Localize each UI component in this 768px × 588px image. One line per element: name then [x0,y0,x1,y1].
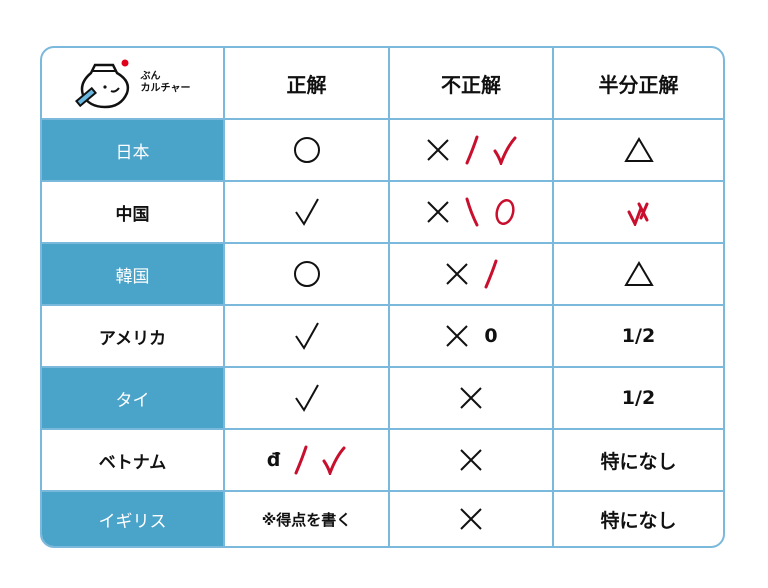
red-slash-icon [294,445,308,475]
half-cell: 特になし [554,430,723,492]
half-cell [554,244,723,306]
logo-line2: カルチャー [140,83,191,94]
grading-marks-table: ぶん カルチャー 正解 不正解 半分正解 日本 中国 韓国 アメリカ 0 1/2 タイ 1/2… [40,46,725,548]
cell-text: 特になし [600,450,677,473]
correct-cell [225,306,390,368]
country-cell: 日本 [42,120,225,182]
incorrect-cell [390,368,554,430]
correct-cell [225,120,390,182]
country-cell: タイ [42,368,225,430]
incorrect-cell [390,182,554,244]
cross-icon [458,447,484,473]
half-cell: 1/2 [554,368,723,430]
half-cell [554,120,723,182]
mascot-icon [74,59,129,109]
cell-text: ※得点を書く [261,510,352,529]
cell-text: 特になし [600,509,677,532]
correct-cell: đ [225,430,390,492]
country-cell: 中国 [42,182,225,244]
cell-text: 1/2 [621,325,656,347]
header-incorrect: 不正解 [390,48,554,120]
country-cell: 韓国 [42,244,225,306]
red-circle-icon [493,197,517,227]
cross-icon [425,199,451,225]
check-icon [294,321,320,351]
check-icon [294,383,320,413]
incorrect-cell: 0 [390,306,554,368]
incorrect-cell [390,492,554,546]
red-check-icon [322,445,346,475]
country-cell: イギリス [42,492,225,546]
correct-cell [225,244,390,306]
half-cell: 特になし [554,492,723,546]
cross-icon [458,385,484,411]
correct-cell: ※得点を書く [225,492,390,546]
half-cell: 1/2 [554,306,723,368]
correct-cell [225,368,390,430]
cell-text: 1/2 [621,387,656,409]
cross-icon [444,323,470,349]
cross-icon [425,137,451,163]
logo-line1: ぶん [140,71,161,82]
logo-cell: ぶん カルチャー [42,48,225,120]
cell-text: 0 [484,325,498,347]
half-cell [554,182,723,244]
circle-icon [292,259,322,289]
red-check-cross-icon [627,198,651,226]
cross-icon [444,261,470,287]
country-cell: ベトナム [42,430,225,492]
triangle-icon [623,261,654,287]
incorrect-cell [390,430,554,492]
red-backslash-icon [465,197,479,227]
header-half-correct: 半分正解 [554,48,723,120]
circle-icon [292,135,322,165]
header-correct: 正解 [225,48,390,120]
incorrect-cell [390,244,554,306]
red-slash-icon [484,259,498,289]
incorrect-cell [390,120,554,182]
cross-icon [458,506,484,532]
correct-cell [225,182,390,244]
logo: ぶん カルチャー [74,57,191,109]
triangle-icon [623,137,654,163]
logo-text: ぶん カルチャー [141,71,191,95]
red-check-icon [493,135,517,165]
red-slash-icon [465,135,479,165]
check-icon [294,197,320,227]
cell-text: đ [266,449,281,471]
country-cell: アメリカ [42,306,225,368]
